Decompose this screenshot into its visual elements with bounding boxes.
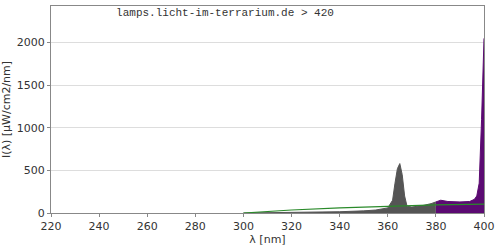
svg-text:360: 360 (377, 220, 398, 233)
svg-text:240: 240 (89, 220, 110, 233)
svg-text:400: 400 (474, 220, 495, 233)
svg-text:320: 320 (281, 220, 302, 233)
svg-text:1000: 1000 (17, 122, 45, 135)
svg-text:280: 280 (185, 220, 206, 233)
svg-text:220: 220 (41, 220, 62, 233)
svg-text:500: 500 (24, 164, 45, 177)
svg-text:0: 0 (38, 207, 45, 220)
svg-text:300: 300 (233, 220, 254, 233)
svg-text:1500: 1500 (17, 79, 45, 92)
svg-text:λ [nm]: λ [nm] (249, 233, 285, 246)
svg-text:380: 380 (425, 220, 446, 233)
svg-text:lamps.licht-im-terrarium.de >: lamps.licht-im-terrarium.de > 420 (116, 7, 334, 19)
svg-text:260: 260 (137, 220, 158, 233)
svg-text:I(λ) [μW/cm2/nm]: I(λ) [μW/cm2/nm] (0, 61, 13, 158)
svg-text:340: 340 (329, 220, 350, 233)
svg-text:2000: 2000 (17, 36, 45, 49)
